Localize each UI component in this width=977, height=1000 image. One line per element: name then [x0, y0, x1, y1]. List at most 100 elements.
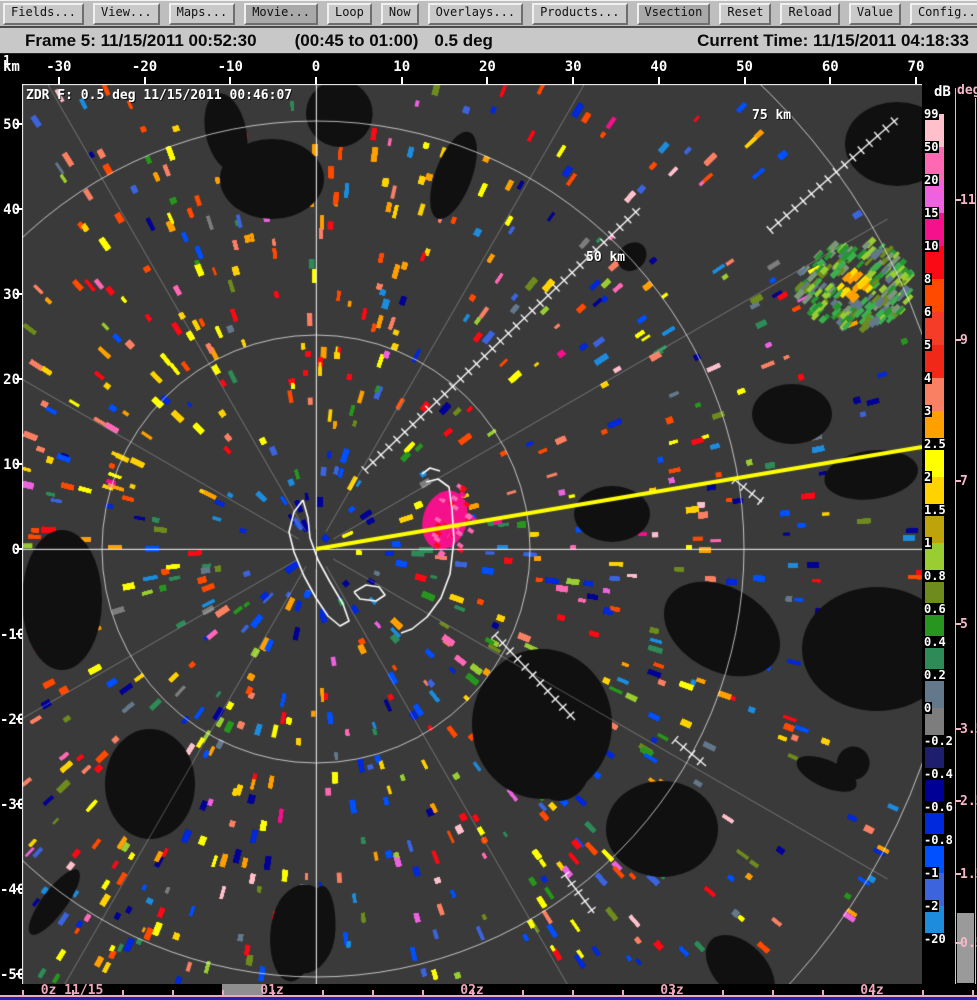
toolbar-button-config[interactable]: Config...	[909, 2, 977, 25]
current-time: Current Time: 11/15/2011 04:18:33	[697, 30, 969, 50]
x-axis-tick-label: -30	[46, 59, 72, 75]
elevation-tick	[956, 199, 961, 201]
elevation-tick	[956, 873, 961, 875]
time-label[interactable]: 0z 11/15	[40, 983, 104, 998]
toolbar-button-vsection[interactable]: Vsection	[636, 2, 711, 25]
y-axis-tick-label: -40	[0, 882, 26, 898]
toolbar-button-value[interactable]: Value	[848, 2, 901, 25]
y-axis-tick-label: 50	[3, 117, 20, 133]
toolbar-button-movie[interactable]: Movie...	[244, 2, 318, 25]
elevation-label[interactable]: 1.5	[960, 867, 977, 882]
y-axis-tick-label: -20	[0, 712, 26, 728]
colorbar-title: dB	[934, 84, 951, 100]
y-axis-tick	[16, 123, 22, 125]
x-axis-tick	[57, 77, 60, 84]
toolbar-button-products[interactable]: Products...	[532, 2, 628, 25]
elevation-label[interactable]: 5	[960, 617, 968, 632]
x-axis-tick	[315, 77, 317, 84]
x-axis-tick-label: 50	[736, 59, 753, 75]
colorbar-label: 1	[923, 536, 933, 550]
toolbar-button-maps[interactable]: Maps...	[168, 2, 236, 25]
colorbar-label: 20	[923, 173, 940, 187]
y-axis-tick	[16, 548, 22, 550]
elevation-tick	[956, 728, 961, 730]
time-label[interactable]: 03z	[660, 983, 684, 998]
timeline-tick	[322, 990, 324, 995]
y-axis-tick-label: 10	[3, 457, 20, 473]
toolbar-button-overlays[interactable]: Overlays...	[427, 2, 524, 25]
colorbar-block	[925, 477, 944, 510]
x-axis-tick-label: 40	[650, 59, 668, 75]
timeline-tick	[772, 990, 774, 995]
elevation-label[interactable]: 9	[960, 333, 968, 348]
toolbar-button-reload[interactable]: Reload	[780, 2, 840, 25]
elevation-scale[interactable]: 11 9 7 5 3.5 2.5 1.5 0.5	[955, 88, 977, 985]
elevation-label[interactable]: 0.5	[960, 936, 977, 951]
colorbar-label: -2	[923, 899, 940, 913]
timeline-tick	[672, 990, 674, 995]
elevation-tick	[956, 623, 961, 625]
y-axis-tick	[16, 378, 22, 380]
x-axis-tick	[400, 77, 403, 84]
timeline-tick	[122, 990, 124, 995]
y-axis-tick	[16, 208, 22, 210]
time-label[interactable]: 04z	[860, 983, 884, 998]
radar-display[interactable]	[22, 84, 922, 984]
colorbar-label: -20	[923, 932, 947, 946]
toolbar-button-now[interactable]: Now	[380, 2, 419, 25]
colorbar-block	[925, 213, 944, 246]
y-axis-tick-label: -50	[0, 967, 26, 983]
y-axis-tick-label: 40	[3, 202, 20, 218]
x-axis-tick	[143, 77, 146, 84]
toolbar-button-fields[interactable]: Fields...	[3, 2, 85, 25]
range-ring-label-50km: 50 km	[586, 250, 626, 265]
x-axis-tick-label: 60	[821, 59, 839, 75]
colorbar-block	[925, 906, 944, 939]
toolbar-button-reset[interactable]: Reset	[719, 2, 772, 25]
colorbar-block	[925, 675, 944, 708]
elevation-label[interactable]: 3.5	[960, 722, 977, 737]
y-axis-tick	[16, 633, 22, 635]
x-axis-tick-label: 70	[907, 59, 925, 75]
colorbar-block	[925, 774, 944, 807]
y-axis-tick	[16, 293, 22, 295]
y-axis-tick-label: 0	[11, 542, 20, 558]
timeline-tick	[472, 990, 474, 995]
colorbar-block	[925, 312, 944, 345]
colorbar-label: 10	[923, 239, 940, 253]
bottom-border-strip	[0, 997, 977, 1000]
x-axis-tick-label: 0	[311, 59, 321, 75]
y-axis-tick-label: 20	[3, 372, 20, 388]
elevation-label[interactable]: 7	[960, 474, 968, 489]
time-label[interactable]: 02z	[460, 983, 484, 998]
colorbar-label: 99	[923, 107, 940, 121]
colorbar-label: 6	[923, 305, 933, 319]
colorbar-block	[925, 279, 944, 312]
colorbar-label: 0.8	[923, 569, 947, 583]
colorbar-block	[925, 642, 944, 675]
timeline-tick	[522, 990, 524, 995]
timeline-tick	[622, 990, 624, 995]
colorbar-label: 0	[923, 701, 933, 715]
toolbar-button-view[interactable]: View...	[93, 2, 160, 25]
timeline-tick	[722, 990, 724, 995]
y-axis-tick	[16, 463, 22, 465]
elevation-label[interactable]: 2.5	[960, 794, 977, 809]
elevation-tick	[956, 339, 961, 341]
elevation-label[interactable]: 11	[960, 193, 976, 208]
colorbar-label: 0.4	[923, 635, 947, 649]
frame-elevation: 0.5 deg	[434, 30, 493, 50]
x-axis-tick	[829, 77, 832, 84]
timeline-tick	[172, 990, 174, 995]
x-axis-tick	[572, 77, 575, 84]
x-axis-tick	[914, 77, 917, 84]
timeline-tick	[372, 990, 374, 995]
y-axis-tick	[16, 803, 22, 805]
timeline-tick	[872, 990, 874, 995]
time-label[interactable]: 01z	[260, 983, 284, 998]
time-scrubber[interactable]: 0z 11/15 01z 02z 03z 04z	[0, 983, 977, 1000]
toolbar-button-loop[interactable]: Loop	[326, 2, 372, 25]
field-overlay-text: ZDR F: 0.5 deg 11/15/2011 00:46:07	[26, 88, 293, 103]
colorbar-label: 8	[923, 272, 933, 286]
